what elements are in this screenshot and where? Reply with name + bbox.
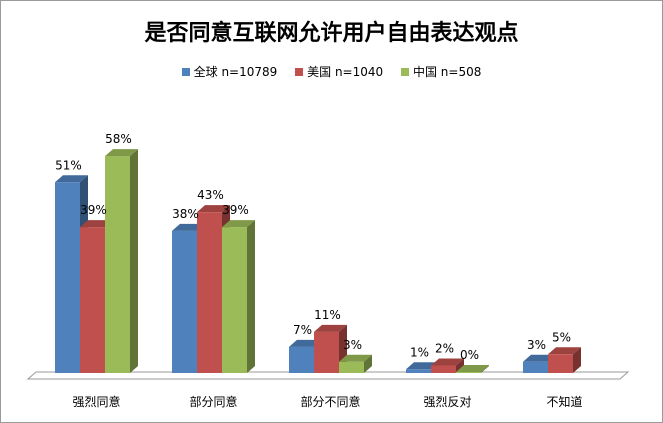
data-label-global-1: 38% (172, 207, 199, 221)
bar-front-global-2 (289, 346, 314, 373)
bar-front-global-4 (523, 361, 548, 373)
data-label-china-0: 58% (105, 132, 132, 146)
bar-front-usa-2 (314, 331, 339, 373)
data-label-global-4: 3% (527, 338, 546, 352)
category-label-2: 部分不同意 (300, 394, 360, 409)
legend-item-china: 中国 n=508 (400, 63, 482, 80)
bar-top-china-0 (105, 149, 138, 157)
data-label-global-0: 51% (55, 158, 82, 172)
legend-label-global: 全球 n=10789 (193, 65, 278, 79)
bar-top-china-3 (456, 365, 489, 372)
data-label-china-1: 39% (222, 203, 249, 217)
bar-top-usa-3 (431, 358, 464, 366)
bar-top-china-2 (339, 354, 372, 362)
legend: 全球 n=10789 美国 n=1040 中国 n=508 (0, 63, 663, 80)
bar-top-global-2 (289, 339, 322, 347)
bar-front-china-2 (339, 361, 364, 373)
legend-swatch-usa (295, 68, 304, 76)
bar-front-global-1 (172, 230, 197, 373)
bar-front-china-0 (105, 156, 130, 373)
data-label-china-2: 3% (343, 338, 362, 352)
category-label-0: 强烈同意 (72, 394, 120, 409)
legend-swatch-china (400, 68, 409, 76)
bar-top-global-0 (55, 175, 88, 183)
legend-item-usa: 美国 n=1040 (295, 63, 383, 80)
bar-front-usa-4 (548, 354, 573, 373)
bar-top-global-4 (523, 354, 556, 362)
legend-swatch-global (181, 68, 190, 76)
chart-title: 是否同意互联网允许用户自由表达观点 (144, 21, 519, 46)
data-label-global-3: 1% (410, 345, 429, 359)
bar-top-usa-2 (314, 324, 347, 332)
bar-front-china-1 (222, 227, 247, 373)
data-label-usa-0: 39% (80, 203, 107, 217)
bar-top-usa-4 (548, 347, 581, 355)
data-label-china-3: 0% (460, 348, 479, 362)
legend-item-global: 全球 n=10789 (181, 63, 278, 80)
bar-top-global-1 (172, 223, 205, 231)
bar-top-usa-1 (197, 205, 230, 213)
data-label-usa-1: 43% (197, 188, 224, 202)
data-label-usa-4: 5% (552, 330, 571, 344)
category-label-1: 部分同意 (189, 394, 237, 409)
data-label-usa-3: 2% (435, 342, 454, 356)
category-label-4: 不知道 (546, 395, 582, 409)
bar-front-usa-1 (197, 212, 222, 373)
bar-front-usa-0 (80, 227, 105, 373)
legend-label-usa: 美国 n=1040 (307, 65, 384, 79)
bar-side-usa-3 (456, 358, 464, 373)
bar-side-china-3 (481, 365, 489, 373)
bar-top-usa-0 (80, 220, 113, 228)
bar-top-china-1 (222, 220, 255, 228)
bar-front-global-0 (55, 182, 80, 373)
bar-front-usa-3 (431, 365, 456, 373)
data-label-usa-2: 11% (314, 308, 341, 322)
bar-front-china-3 (456, 372, 481, 373)
data-label-global-2: 7% (293, 323, 312, 337)
legend-label-china: 中国 n=508 (412, 65, 482, 79)
chart-floor (26, 371, 630, 380)
bar-side-china-1 (247, 220, 255, 373)
bar-side-usa-4 (573, 347, 581, 373)
bar-side-china-0 (130, 149, 138, 373)
bar-side-china-2 (364, 354, 372, 373)
category-label-3: 强烈反对 (423, 395, 471, 409)
bar-top-global-3 (406, 362, 439, 370)
bar-front-global-3 (406, 369, 431, 373)
